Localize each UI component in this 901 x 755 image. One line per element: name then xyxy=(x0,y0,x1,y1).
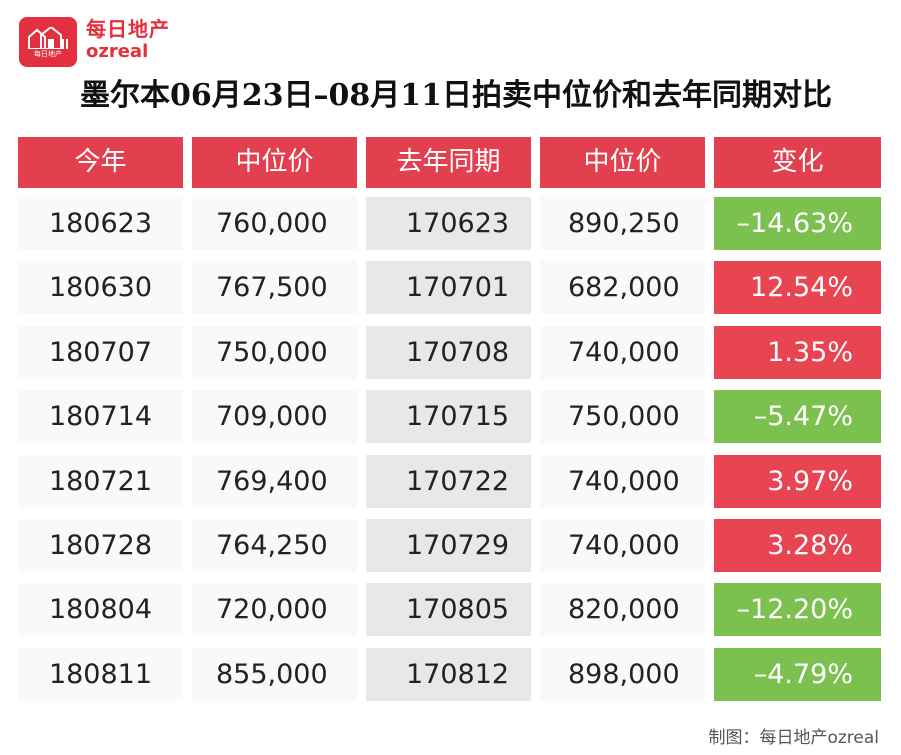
table-cell: 170708 xyxy=(366,326,531,379)
table-cell: 740,000 xyxy=(540,326,705,379)
change-cell: 1.35% xyxy=(714,326,881,379)
table-cell: 767,500 xyxy=(192,261,357,314)
table-cell: 180804 xyxy=(18,583,183,636)
table-cell: 740,000 xyxy=(540,455,705,508)
table-cell: 764,250 xyxy=(192,519,357,572)
column-header-1: 今年 xyxy=(18,137,183,188)
table-cell: 170715 xyxy=(366,390,531,443)
change-cell: –12.20% xyxy=(714,583,881,636)
table-cell: 170623 xyxy=(366,197,531,250)
change-cell: 3.28% xyxy=(714,519,881,572)
table-cell: 740,000 xyxy=(540,519,705,572)
table-cell: 170701 xyxy=(366,261,531,314)
brand-logo: 每日地产 xyxy=(19,17,77,67)
brand-name-en: ozreal xyxy=(86,41,149,62)
table-cell: 750,000 xyxy=(540,390,705,443)
table-cell: 180811 xyxy=(18,648,183,701)
change-cell: –5.47% xyxy=(714,390,881,443)
table-cell: 769,400 xyxy=(192,455,357,508)
table-cell: 180721 xyxy=(18,455,183,508)
table-cell: 170722 xyxy=(366,455,531,508)
table-cell: 890,250 xyxy=(540,197,705,250)
change-cell: 12.54% xyxy=(714,261,881,314)
table-cell: 170805 xyxy=(366,583,531,636)
table-cell: 898,000 xyxy=(540,648,705,701)
table-cell: 820,000 xyxy=(540,583,705,636)
table-cell: 709,000 xyxy=(192,390,357,443)
table-cell: 855,000 xyxy=(192,648,357,701)
table-cell: 180630 xyxy=(18,261,183,314)
change-cell: –14.63% xyxy=(714,197,881,250)
houses-icon xyxy=(28,27,68,49)
table-cell: 682,000 xyxy=(540,261,705,314)
table-cell: 180728 xyxy=(18,519,183,572)
chart-title: 墨尔本06月23日–08月11日拍卖中位价和去年同期对比 xyxy=(80,78,832,113)
change-cell: –4.79% xyxy=(714,648,881,701)
table-cell: 720,000 xyxy=(192,583,357,636)
table-cell: 180623 xyxy=(18,197,183,250)
column-header-2: 中位价 xyxy=(192,137,357,188)
table-cell: 180714 xyxy=(18,390,183,443)
table-cell: 750,000 xyxy=(192,326,357,379)
change-cell: 3.97% xyxy=(714,455,881,508)
column-header-5: 变化 xyxy=(714,137,881,188)
footer-credit: 制图：每日地产ozreal xyxy=(708,728,879,748)
column-header-4: 中位价 xyxy=(540,137,705,188)
table-cell: 170729 xyxy=(366,519,531,572)
table-cell: 760,000 xyxy=(192,197,357,250)
logo-caption: 每日地产 xyxy=(34,50,62,58)
brand-name-cn: 每日地产 xyxy=(86,17,170,41)
column-header-3: 去年同期 xyxy=(366,137,531,188)
table-cell: 180707 xyxy=(18,326,183,379)
table-cell: 170812 xyxy=(366,648,531,701)
